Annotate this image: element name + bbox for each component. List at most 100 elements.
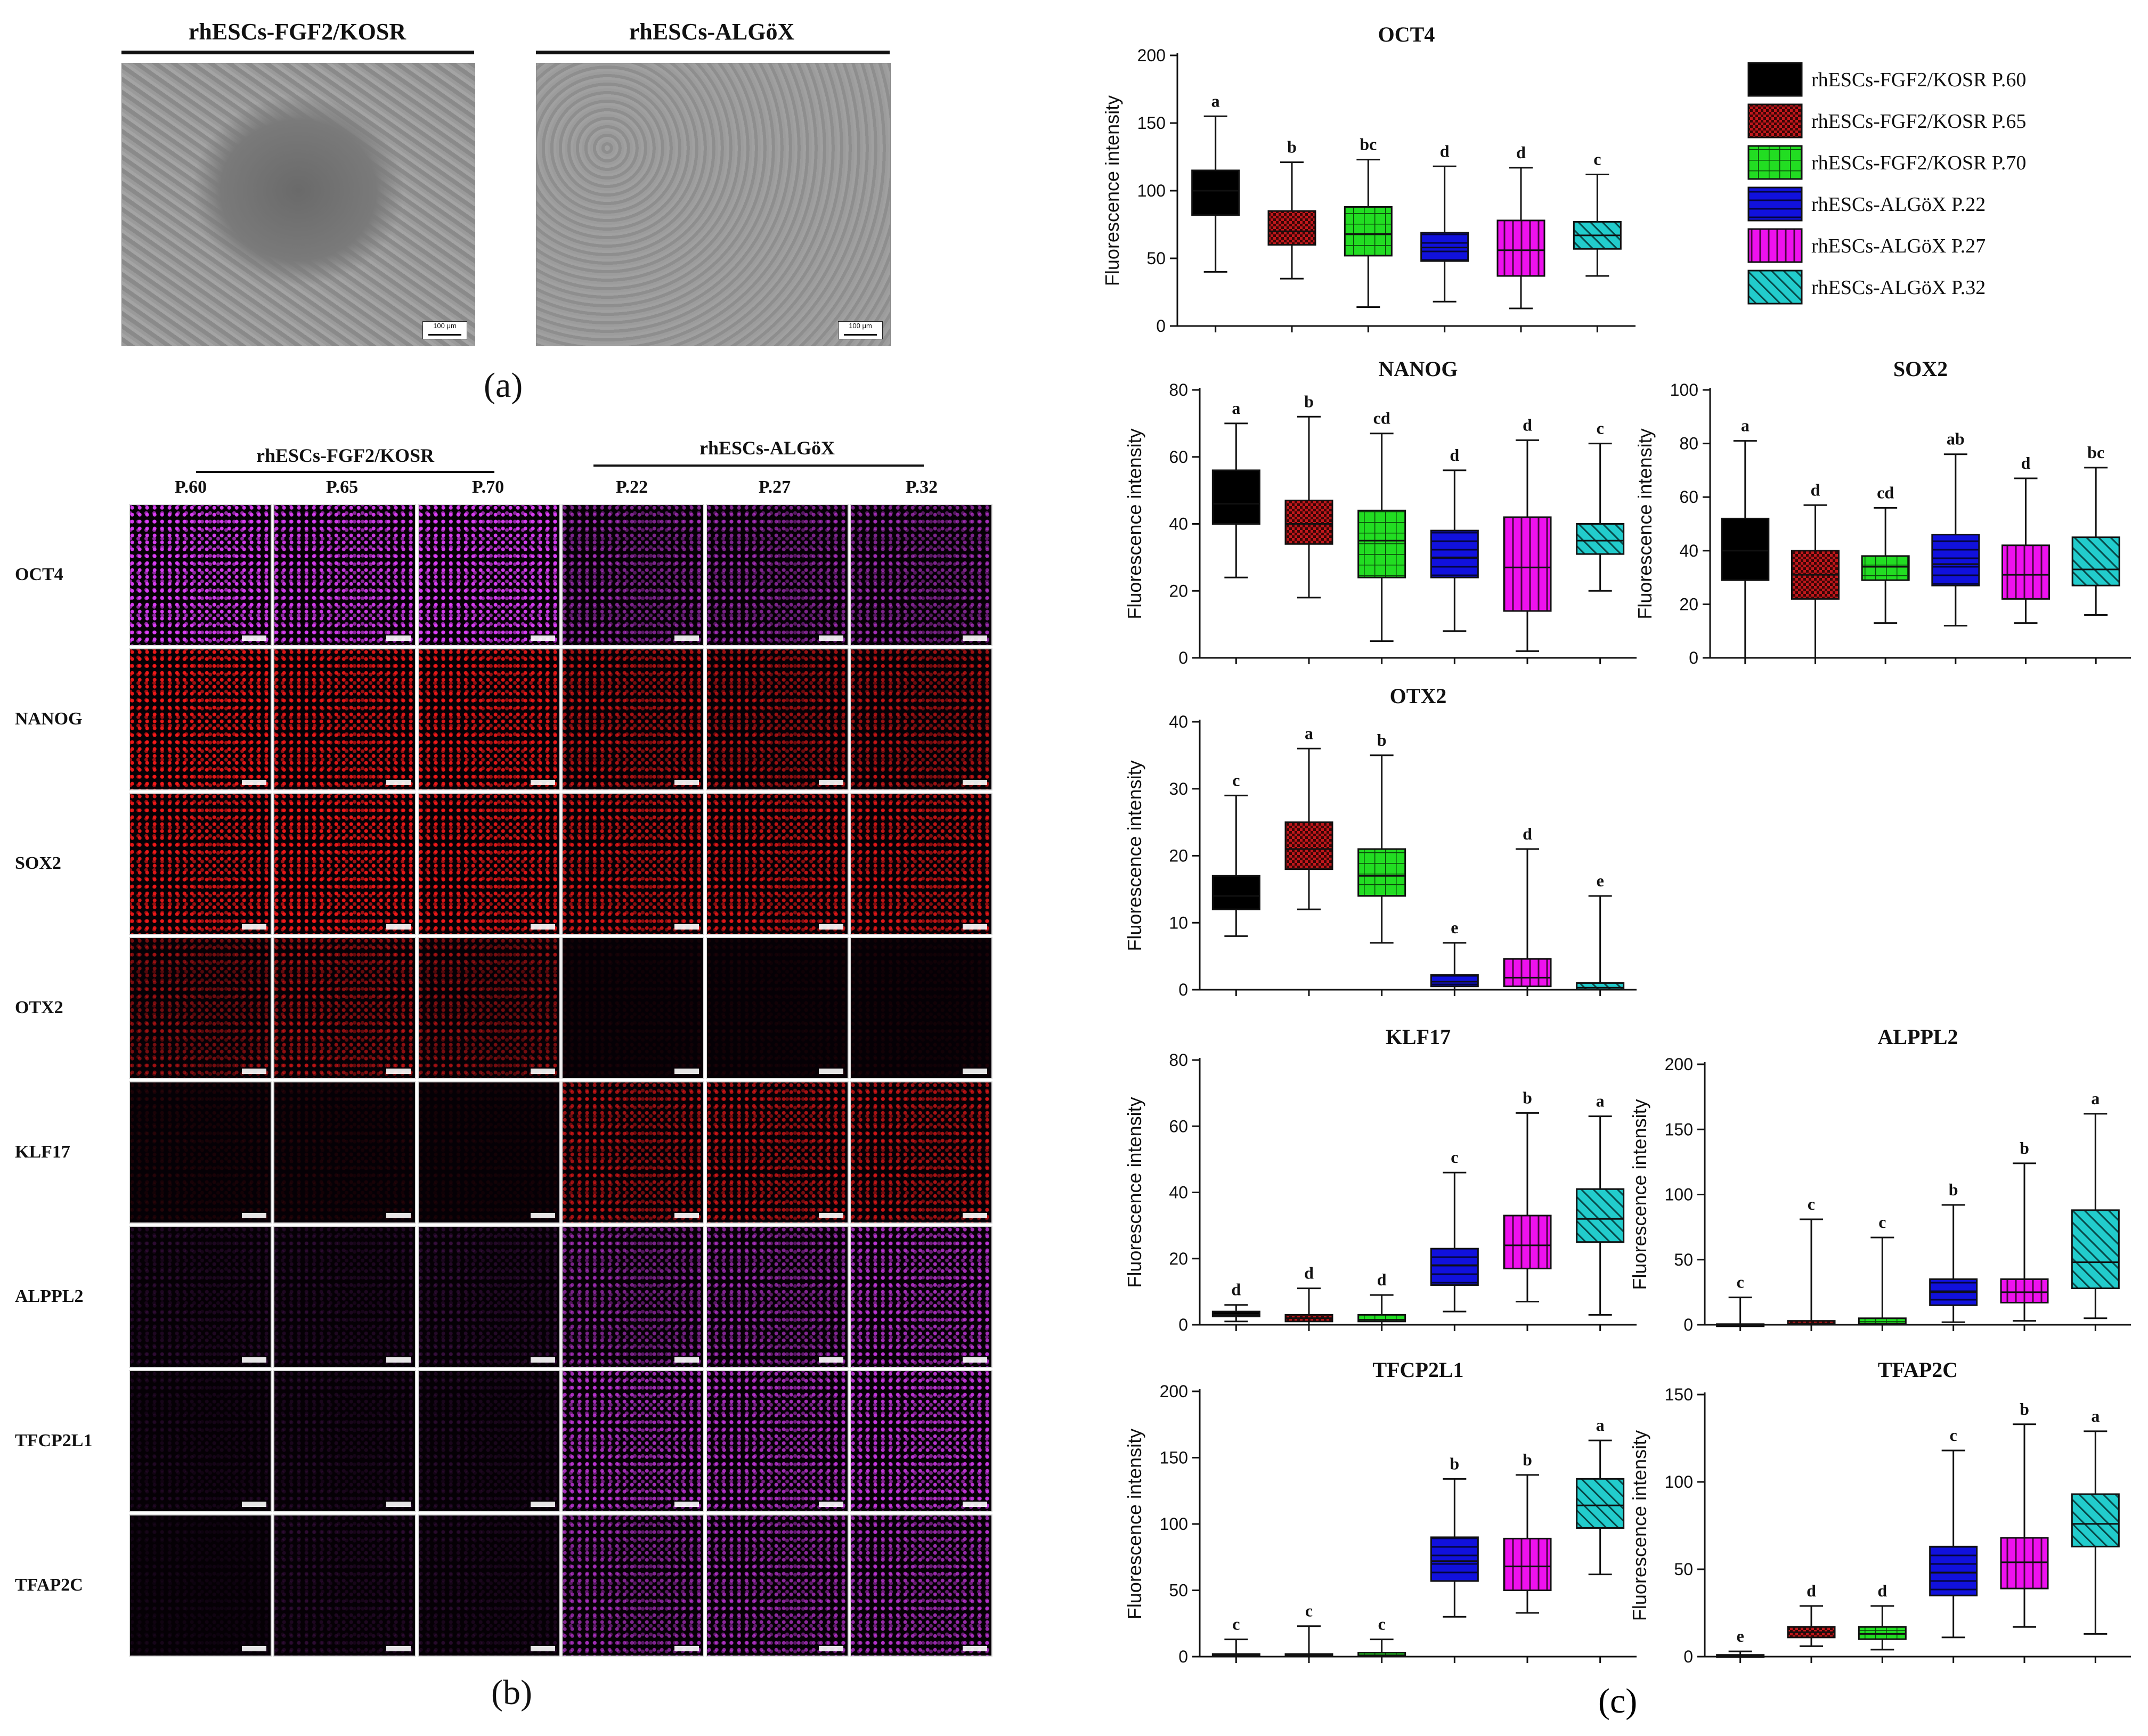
- scale-bar: [386, 780, 411, 785]
- fluorescence-image: [706, 793, 849, 935]
- y-tick-label: 0: [1156, 316, 1166, 336]
- fluorescence-image: [418, 1370, 560, 1512]
- scale-bar: [819, 780, 843, 785]
- y-tick-label: 100: [1137, 181, 1166, 200]
- scale-bar: [674, 1069, 699, 1074]
- fluorescence-image: [562, 1370, 704, 1512]
- legend: rhESCs-FGF2/KOSR P.60 rhESCs-FGF2/KOSR P.…: [1747, 62, 2026, 305]
- scale-bar: [819, 1646, 843, 1651]
- column-label: P.27: [758, 477, 791, 497]
- fluorescence-image: [129, 1081, 272, 1224]
- significance-letter: d: [1811, 480, 1820, 499]
- panel-label-a: (a): [484, 366, 523, 405]
- scale-bar: [242, 1502, 266, 1507]
- y-tick-label: 40: [1169, 712, 1188, 731]
- significance-letter: d: [2021, 453, 2031, 472]
- legend-label: rhESCs-FGF2/KOSR P.60: [1811, 69, 2026, 91]
- box-2: b: [1284, 392, 1333, 664]
- significance-letter: b: [1523, 1088, 1532, 1107]
- box-1: c: [1716, 1273, 1765, 1331]
- box-1: a: [1211, 398, 1260, 664]
- significance-letter: c: [1950, 1425, 1957, 1445]
- row-label: OTX2: [15, 997, 63, 1017]
- significance-letter: d: [1450, 445, 1459, 464]
- box-6: c: [1576, 419, 1625, 664]
- scale-bar: [963, 1646, 987, 1651]
- box-5: d: [1503, 415, 1552, 664]
- scale-bar: [819, 1502, 843, 1507]
- box-3: c: [1357, 1615, 1406, 1663]
- scale-bar: [819, 1357, 843, 1363]
- legend-label: rhESCs-ALGöX P.22: [1811, 193, 1986, 216]
- photo-title-fgf2: rhESCs-FGF2/KOSR: [188, 19, 406, 45]
- box-6: a: [1576, 1415, 1625, 1663]
- scale-bar: [674, 1213, 699, 1218]
- scale-bar: [963, 1502, 987, 1507]
- row-label: KLF17: [15, 1142, 70, 1162]
- y-tick-label: 100: [1160, 1514, 1188, 1534]
- chart-title: TFAP2C: [1878, 1358, 1958, 1382]
- iqr-box: [1576, 1188, 1625, 1243]
- scale-bar: [819, 635, 843, 641]
- significance-letter: b: [1949, 1180, 1958, 1199]
- scale-bar: [674, 1357, 699, 1363]
- y-tick-label: 0: [1178, 980, 1188, 999]
- box-4: ab: [1931, 429, 1980, 664]
- fluorescence-image: [706, 648, 849, 790]
- significance-letter: b: [1523, 1450, 1532, 1469]
- fluorescence-image: [850, 1370, 992, 1512]
- significance-letter: c: [1878, 1212, 1886, 1232]
- box-plot-otx2: OTX2 Fluorescence intensity 0 10 20 30 40 c a b e d…: [1124, 684, 1637, 999]
- box-5: b: [2000, 1399, 2049, 1663]
- significance-letter: a: [2091, 1089, 2100, 1108]
- iqr-box: [1931, 534, 1980, 586]
- y-tick-label: 60: [1169, 447, 1188, 467]
- fluorescence-image: [273, 1514, 416, 1657]
- y-tick-label: 40: [1679, 541, 1698, 560]
- row-label: NANOG: [15, 708, 83, 729]
- group-label-fgf2: rhESCs-FGF2/KOSR: [256, 445, 435, 466]
- y-tick-label: 200: [1160, 1382, 1188, 1401]
- box-2: c: [1787, 1194, 1836, 1331]
- y-tick-label: 40: [1169, 1183, 1188, 1202]
- chart-title: SOX2: [1893, 357, 1948, 381]
- scale-bar: [242, 1357, 266, 1363]
- iqr-box: [2000, 1278, 2049, 1303]
- iqr-box: [1284, 499, 1333, 545]
- chart-title: NANOG: [1379, 357, 1458, 381]
- scale-bar: [531, 635, 555, 641]
- scale-bar: [531, 1069, 555, 1074]
- iqr-box: [1503, 1537, 1552, 1591]
- iqr-box: [1430, 529, 1479, 578]
- iqr-box: [1576, 1478, 1625, 1529]
- fluorescence-image: [273, 1370, 416, 1512]
- legend-swatch: [1747, 145, 1803, 180]
- significance-letter: b: [2020, 1399, 2029, 1419]
- scale-bar: [531, 924, 555, 930]
- y-tick-label: 100: [1665, 1472, 1693, 1492]
- significance-letter: c: [1305, 1601, 1313, 1620]
- box-2: d: [1791, 480, 1840, 664]
- box-3: cd: [1861, 483, 1910, 664]
- fluorescence-image: [850, 937, 992, 1079]
- box-6: a: [1576, 1091, 1625, 1331]
- legend-label: rhESCs-FGF2/KOSR P.70: [1811, 152, 2026, 174]
- legend-label: rhESCs-ALGöX P.32: [1811, 276, 1986, 299]
- significance-letter: c: [1808, 1194, 1815, 1213]
- significance-letter: b: [1450, 1454, 1459, 1473]
- iqr-box: [1721, 517, 1770, 581]
- significance-letter: ab: [1947, 429, 1965, 449]
- y-tick-label: 0: [1689, 648, 1698, 667]
- y-axis-label: Fluorescence intensity: [1629, 1099, 1650, 1290]
- y-tick-label: 20: [1169, 581, 1188, 600]
- box-5: b: [2000, 1138, 2049, 1331]
- fluorescence-image: [418, 793, 560, 935]
- y-tick-label: 60: [1169, 1116, 1188, 1136]
- box-5: b: [1503, 1088, 1552, 1331]
- y-tick-label: 60: [1679, 487, 1698, 507]
- fluorescence-image: [418, 1226, 560, 1368]
- y-tick-label: 80: [1679, 434, 1698, 453]
- box-5: d: [2001, 453, 2050, 664]
- column-label: P.65: [326, 477, 359, 497]
- y-axis-label: Fluorescence intensity: [1124, 428, 1145, 619]
